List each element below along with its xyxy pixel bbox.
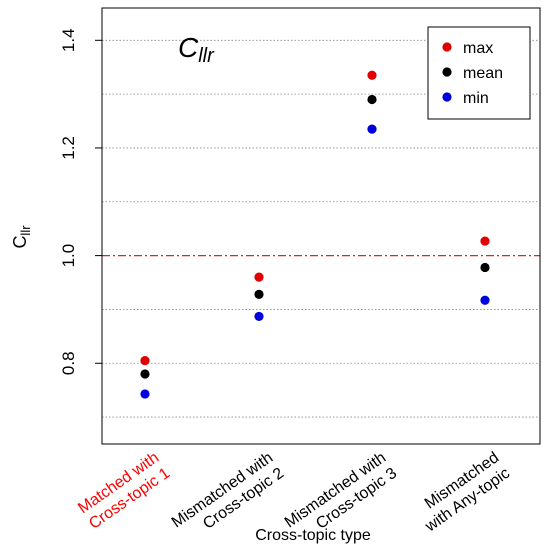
point-mean: [480, 262, 490, 273]
y-tick-label: 1.2: [59, 136, 78, 160]
legend-marker-min: [442, 92, 452, 102]
legend: max mean min: [427, 26, 531, 120]
point-max: [367, 70, 377, 80]
point-max: [140, 355, 150, 366]
x-category-label: Matched withCross-topic 1: [75, 449, 173, 533]
y-tick-label: 1.0: [59, 244, 78, 268]
point-mean: [254, 289, 264, 299]
y-tick-label: 1.4: [59, 28, 78, 52]
y-axis: 0.8 1.0 1.2 1.4: [59, 28, 102, 375]
legend-marker-mean: [442, 67, 452, 77]
plot-frame: [101, 7, 541, 445]
legend-marker-max: [442, 42, 452, 52]
inner-title: Cllr: [178, 32, 215, 67]
point-max: [254, 272, 264, 282]
point-min: [140, 389, 150, 399]
point-mean: [140, 369, 150, 379]
point-min: [480, 295, 490, 305]
x-category-text: Matched withCross-topic 1: [75, 449, 173, 533]
legend-label-min: min: [463, 90, 489, 107]
point-min: [367, 124, 377, 134]
legend-label-max: max: [463, 40, 493, 57]
x-category-label: Mismatchedwith Any-topic: [411, 449, 513, 536]
point-max: [480, 236, 490, 246]
x-axis-title: Cross-topic type: [255, 527, 371, 544]
y-axis-title: Cllr: [10, 225, 33, 249]
data-points: [140, 70, 490, 399]
point-min: [254, 311, 264, 322]
y-tick-label: 0.8: [59, 351, 78, 375]
x-category-text: Mismatchedwith Any-topic: [411, 449, 513, 536]
legend-label-mean: mean: [463, 65, 503, 82]
point-mean: [367, 94, 377, 105]
